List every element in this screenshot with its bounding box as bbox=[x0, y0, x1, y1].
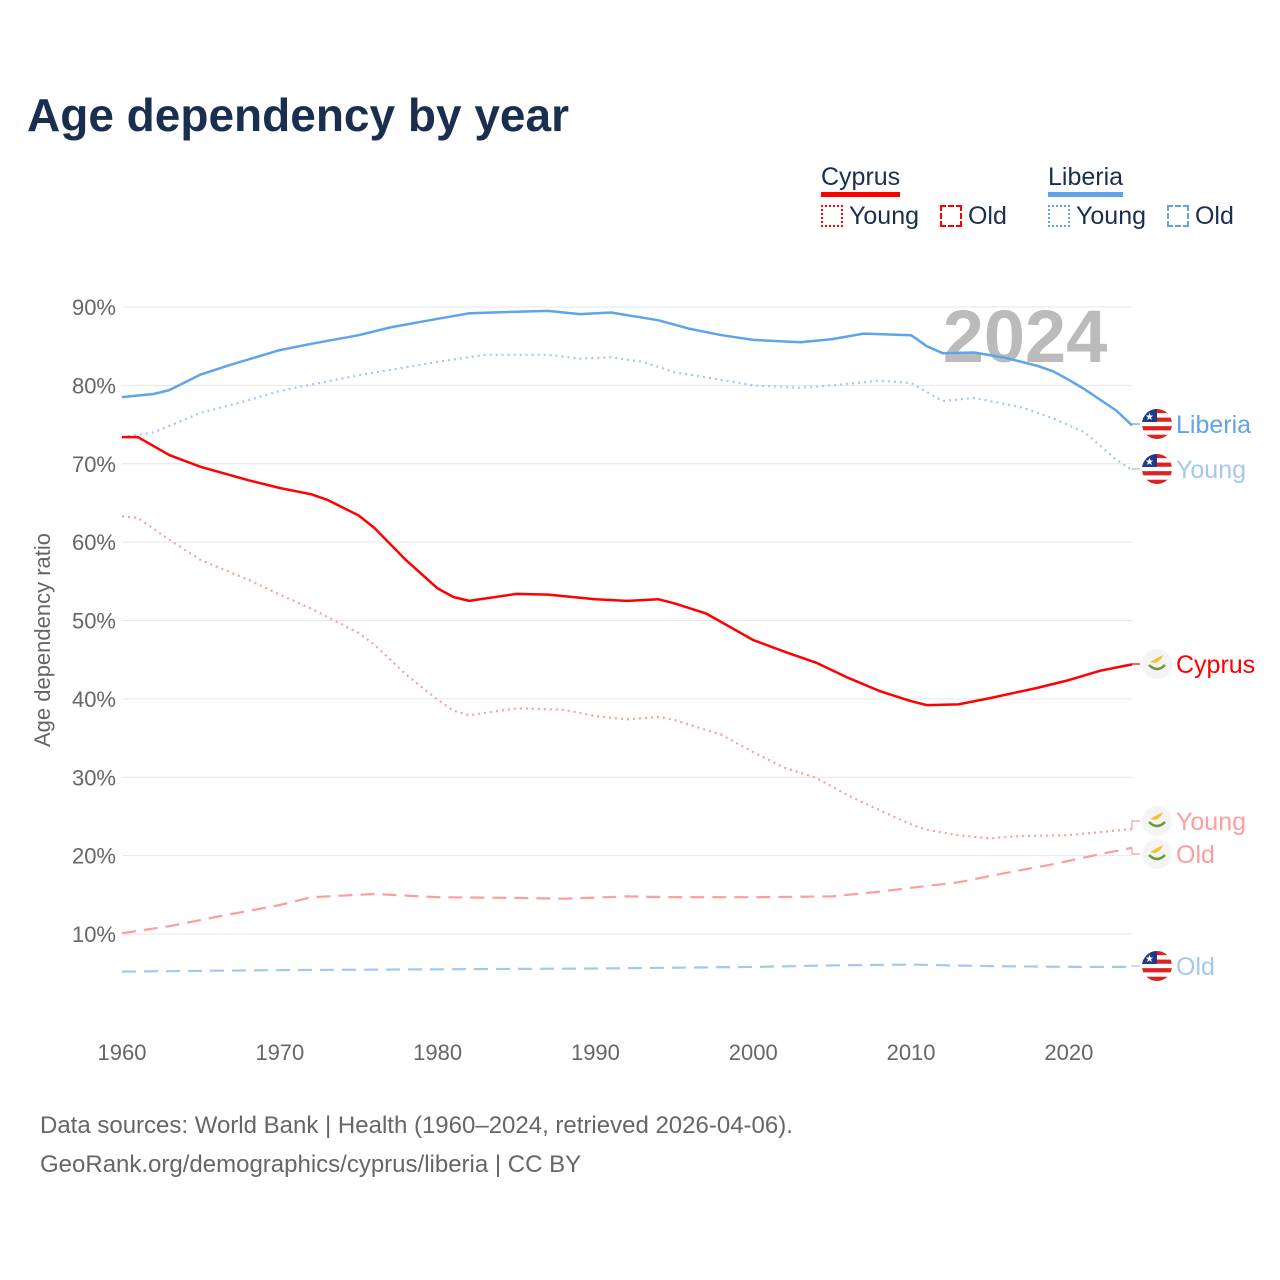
x-tick-label: 1960 bbox=[98, 1040, 147, 1065]
series-line-cyprus bbox=[122, 435, 1133, 707]
flag-body: ★ bbox=[1142, 409, 1172, 439]
legend-country-liberia[interactable]: Liberia bbox=[1048, 163, 1124, 197]
flag-island bbox=[1150, 845, 1163, 853]
x-tick-label: 2020 bbox=[1044, 1040, 1093, 1065]
chart-title: Age dependency by year bbox=[27, 89, 569, 141]
flag-stripe bbox=[1142, 479, 1172, 484]
legend-cyprus-old[interactable]: Old bbox=[967, 202, 1007, 230]
flag-stripe bbox=[1142, 466, 1172, 472]
y-tick-label: 60% bbox=[72, 530, 116, 555]
legend-liberia: Liberia Young Old bbox=[1048, 163, 1234, 231]
x-tick-label: 2010 bbox=[887, 1040, 936, 1065]
y-tick-label: 90% bbox=[72, 295, 116, 320]
label-leader bbox=[1131, 965, 1140, 967]
label-leader bbox=[1131, 847, 1140, 855]
y-tick-label: 10% bbox=[72, 922, 116, 947]
series-line-liberia-young bbox=[121, 353, 1133, 471]
label-leader bbox=[1131, 820, 1140, 829]
cyprus-flag-icon bbox=[1142, 806, 1172, 836]
flag-star: ★ bbox=[1145, 457, 1154, 468]
flag-stripe bbox=[1142, 972, 1172, 977]
flag-olive bbox=[1148, 664, 1166, 671]
y-tick-label: 30% bbox=[72, 765, 116, 790]
flag-star: ★ bbox=[1145, 412, 1154, 423]
flag-stripe bbox=[1142, 475, 1172, 480]
series-line-cyprus-old bbox=[121, 846, 1133, 935]
series-end-label: Young bbox=[1176, 808, 1246, 836]
footer: Data sources: World Bank | Health (1960–… bbox=[40, 1106, 793, 1184]
series-end-label: Cyprus bbox=[1176, 651, 1255, 679]
series-line-liberia-old bbox=[121, 963, 1132, 973]
cyprus-flag-icon bbox=[1142, 649, 1172, 679]
y-axis-label: Age dependency ratio bbox=[30, 533, 55, 747]
series-end-label: Old bbox=[1176, 953, 1215, 981]
series-end-label: Liberia bbox=[1176, 411, 1251, 439]
flag-bg bbox=[1142, 649, 1172, 679]
x-tick-label: 1980 bbox=[413, 1040, 462, 1065]
flag-stripe bbox=[1142, 976, 1172, 981]
flag-stripe bbox=[1142, 968, 1172, 973]
cyprus-flag-icon bbox=[1142, 839, 1172, 869]
label-leader bbox=[1131, 423, 1140, 426]
legend-young-swatch bbox=[1048, 205, 1070, 227]
series-line-liberia bbox=[121, 309, 1133, 427]
flag-stripe bbox=[1142, 434, 1172, 439]
y-tick-label: 40% bbox=[72, 687, 116, 712]
y-tick-label: 80% bbox=[72, 373, 116, 398]
flag-stripe bbox=[1142, 430, 1172, 435]
liberia-flag-icon: ★ bbox=[1142, 409, 1172, 439]
x-tick-label: 2000 bbox=[729, 1040, 778, 1065]
attribution-link[interactable]: GeoRank.org/demographics/cyprus/liberia … bbox=[40, 1151, 582, 1178]
legend-old-swatch bbox=[1166, 205, 1189, 227]
flag-bg bbox=[1142, 839, 1172, 869]
series-end-label: Old bbox=[1176, 841, 1215, 869]
series-line-cyprus-young bbox=[121, 515, 1133, 840]
flag-body: ★ bbox=[1142, 951, 1172, 981]
legend-cyprus: Cyprus Young Old bbox=[821, 163, 1007, 231]
flag-bg bbox=[1142, 806, 1172, 836]
year-watermark: 2024 bbox=[943, 295, 1108, 378]
legend-young-swatch bbox=[821, 205, 843, 227]
flag-olive bbox=[1148, 821, 1166, 828]
flag-body: ★ bbox=[1142, 454, 1172, 484]
legend-liberia-young[interactable]: Young bbox=[1076, 202, 1146, 230]
y-tick-label: 20% bbox=[72, 844, 116, 869]
label-leader bbox=[1131, 468, 1140, 471]
y-tick-label: 70% bbox=[72, 452, 116, 477]
legend-liberia-old[interactable]: Old bbox=[1194, 202, 1234, 230]
liberia-flag-icon: ★ bbox=[1142, 454, 1172, 484]
flag-stripe bbox=[1142, 963, 1172, 969]
flag-island bbox=[1150, 655, 1163, 663]
liberia-flag-icon: ★ bbox=[1142, 951, 1172, 981]
flag-stripe bbox=[1142, 421, 1172, 427]
flag-stripe bbox=[1142, 471, 1172, 476]
series-end-label: Young bbox=[1176, 456, 1246, 484]
legend-country-cyprus[interactable]: Cyprus bbox=[821, 163, 901, 197]
x-tick-label: 1990 bbox=[571, 1040, 620, 1065]
legend-cyprus-young[interactable]: Young bbox=[849, 202, 919, 230]
legend-old-swatch bbox=[939, 205, 962, 227]
flag-stripe bbox=[1142, 426, 1172, 431]
flag-olive bbox=[1148, 854, 1166, 861]
source-note: Data sources: World Bank | Health (1960–… bbox=[40, 1112, 793, 1139]
flag-star: ★ bbox=[1145, 954, 1154, 965]
y-tick-label: 50% bbox=[72, 609, 116, 634]
x-tick-label: 1970 bbox=[255, 1040, 304, 1065]
flag-island bbox=[1150, 812, 1163, 820]
